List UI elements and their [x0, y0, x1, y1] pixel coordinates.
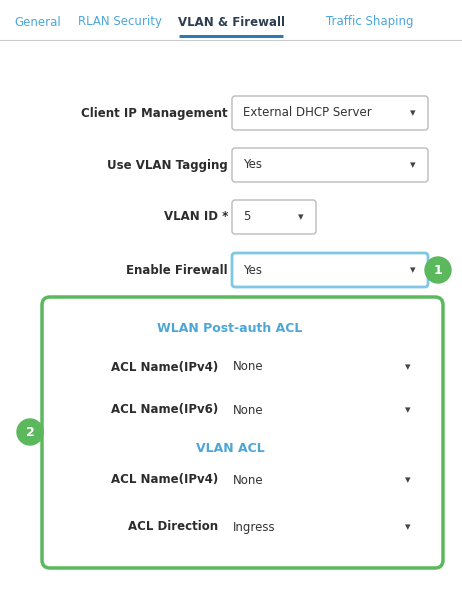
Text: ACL Name(IPv4): ACL Name(IPv4): [111, 474, 218, 487]
FancyBboxPatch shape: [232, 96, 428, 130]
Text: Use VLAN Tagging: Use VLAN Tagging: [107, 159, 228, 172]
FancyBboxPatch shape: [232, 148, 428, 182]
Text: ▾: ▾: [405, 522, 411, 532]
FancyBboxPatch shape: [222, 511, 423, 543]
Text: None: None: [233, 474, 264, 487]
Text: VLAN ID *: VLAN ID *: [164, 211, 228, 224]
Text: VLAN & Firewall: VLAN & Firewall: [177, 15, 285, 28]
FancyBboxPatch shape: [222, 394, 423, 426]
FancyBboxPatch shape: [42, 297, 443, 568]
Text: ▾: ▾: [410, 265, 416, 275]
Text: ▾: ▾: [405, 405, 411, 415]
Text: WLAN Post-auth ACL: WLAN Post-auth ACL: [158, 322, 303, 335]
Text: Traffic Shaping: Traffic Shaping: [326, 15, 414, 28]
Text: ▾: ▾: [410, 108, 416, 118]
Text: Client IP Management: Client IP Management: [81, 107, 228, 120]
Text: Enable Firewall: Enable Firewall: [127, 264, 228, 277]
Text: ACL Name(IPv6): ACL Name(IPv6): [111, 404, 218, 417]
Text: Yes: Yes: [243, 264, 262, 277]
Text: 1: 1: [434, 264, 443, 277]
Text: 2: 2: [25, 425, 34, 438]
Text: 5: 5: [243, 211, 250, 224]
Circle shape: [425, 257, 451, 283]
Text: VLAN ACL: VLAN ACL: [195, 441, 264, 454]
Text: Ingress: Ingress: [233, 520, 276, 533]
Text: None: None: [233, 360, 264, 373]
FancyBboxPatch shape: [232, 200, 316, 234]
Text: ▾: ▾: [410, 160, 416, 170]
FancyBboxPatch shape: [222, 464, 423, 496]
Text: ▾: ▾: [405, 362, 411, 372]
FancyBboxPatch shape: [222, 351, 423, 383]
Text: ▾: ▾: [405, 475, 411, 485]
Text: ACL Direction: ACL Direction: [128, 520, 218, 533]
Text: General: General: [15, 15, 61, 28]
Text: ▾: ▾: [298, 212, 304, 222]
Text: RLAN Security: RLAN Security: [78, 15, 162, 28]
FancyBboxPatch shape: [232, 253, 428, 287]
Text: Yes: Yes: [243, 159, 262, 172]
Text: ACL Name(IPv4): ACL Name(IPv4): [111, 360, 218, 373]
Circle shape: [17, 419, 43, 445]
Text: External DHCP Server: External DHCP Server: [243, 107, 372, 120]
Text: None: None: [233, 404, 264, 417]
